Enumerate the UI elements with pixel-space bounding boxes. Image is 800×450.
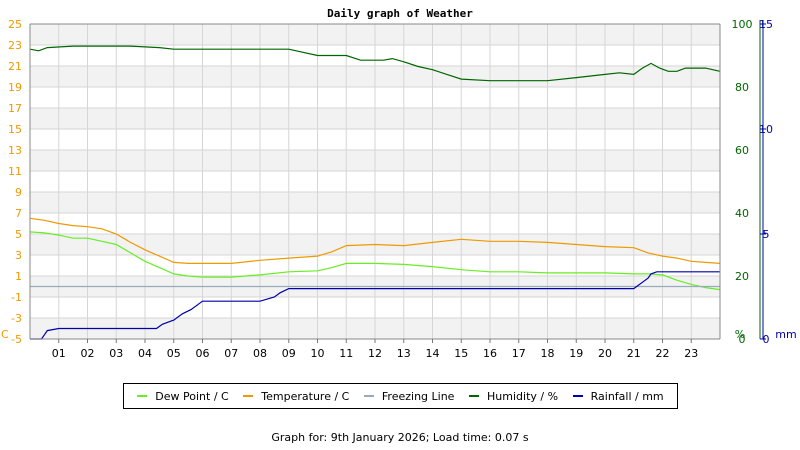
x-tick-label: 08 bbox=[253, 347, 267, 360]
left-tick-label: 17 bbox=[8, 102, 22, 115]
x-tick-label: 01 bbox=[52, 347, 66, 360]
humidity-tick-label: 40 bbox=[735, 207, 749, 220]
legend-label: Dew Point / C bbox=[155, 389, 229, 403]
rain-tick-label: 0 bbox=[763, 333, 770, 346]
legend-item: Humidity / % bbox=[469, 390, 558, 403]
left-tick-label: 23 bbox=[8, 39, 22, 52]
legend-label: Freezing Line bbox=[381, 389, 455, 403]
left-tick-label: 25 bbox=[8, 18, 22, 31]
legend-item: Dew Point / C bbox=[137, 389, 229, 403]
humidity-axis-unit: % bbox=[735, 328, 745, 341]
legend-item: Rainfall / mm bbox=[572, 389, 664, 403]
x-tick-label: 17 bbox=[512, 347, 526, 360]
humidity-tick-label: 60 bbox=[735, 144, 749, 157]
left-tick-label: 15 bbox=[8, 123, 22, 136]
x-tick-label: 23 bbox=[684, 347, 698, 360]
legend-label: Humidity / % bbox=[487, 389, 559, 403]
legend-swatch bbox=[137, 395, 148, 397]
x-tick-label: 07 bbox=[224, 347, 238, 360]
x-tick-label: 06 bbox=[196, 347, 210, 360]
x-tick-label: 19 bbox=[569, 347, 583, 360]
legend-item: Freezing Line bbox=[363, 389, 455, 403]
left-tick-label: -3 bbox=[11, 312, 22, 325]
left-tick-label: -1 bbox=[11, 291, 22, 304]
x-tick-label: 04 bbox=[138, 347, 152, 360]
left-tick-label: 1 bbox=[15, 270, 22, 283]
series-line bbox=[29, 217, 721, 264]
legend-label: Temperature / C bbox=[261, 389, 350, 403]
rain-tick-label: 10 bbox=[759, 123, 773, 136]
x-tick-label: 02 bbox=[81, 347, 95, 360]
x-tick-label: 22 bbox=[656, 347, 670, 360]
series-line bbox=[29, 45, 721, 82]
chart-legend: Dew Point / C Temperature / C Freezing Lin… bbox=[123, 383, 678, 409]
x-tick-label: 13 bbox=[397, 347, 411, 360]
legend-swatch bbox=[243, 395, 254, 397]
footer-text: Graph for: 9th January 2026; Load time: … bbox=[271, 431, 529, 444]
left-axis-unit: C bbox=[1, 328, 9, 341]
rain-tick-label: 15 bbox=[759, 18, 773, 31]
humidity-tick-label: 100 bbox=[732, 18, 753, 31]
legend-label: Rainfall / mm bbox=[590, 389, 664, 403]
x-tick-label: 03 bbox=[109, 347, 123, 360]
left-tick-label: 3 bbox=[15, 249, 22, 262]
rain-axis-unit: mm bbox=[775, 328, 796, 341]
x-tick-label: 09 bbox=[282, 347, 296, 360]
x-tick-label: 12 bbox=[368, 347, 382, 360]
left-tick-label: 9 bbox=[15, 186, 22, 199]
left-tick-label: 13 bbox=[8, 144, 22, 157]
x-tick-label: 11 bbox=[339, 347, 353, 360]
left-tick-label: 5 bbox=[15, 228, 22, 241]
x-tick-label: 14 bbox=[426, 347, 440, 360]
legend-swatch bbox=[363, 395, 374, 397]
axis-ticks: 01 02 03 04 05 06 07 08 09 10 11 12 13 14 15 16 17 18 19 20… bbox=[1, 18, 797, 360]
series-line bbox=[30, 271, 720, 340]
humidity-tick-label: 20 bbox=[735, 270, 749, 283]
series-line bbox=[29, 231, 721, 291]
humidity-tick-label: 80 bbox=[735, 81, 749, 94]
x-tick-label: 20 bbox=[598, 347, 612, 360]
left-tick-label: 21 bbox=[8, 60, 22, 73]
x-tick-label: 21 bbox=[627, 347, 641, 360]
x-tick-label: 05 bbox=[167, 347, 181, 360]
left-tick-label: 19 bbox=[8, 81, 22, 94]
left-tick-label: -5 bbox=[11, 333, 22, 346]
x-tick-label: 10 bbox=[311, 347, 325, 360]
x-tick-label: 18 bbox=[541, 347, 555, 360]
plot-series bbox=[29, 45, 721, 340]
left-tick-label: 7 bbox=[15, 207, 22, 220]
chart-title: Daily graph of Weather bbox=[327, 7, 473, 20]
x-tick-label: 16 bbox=[483, 347, 497, 360]
legend-item: Temperature / C bbox=[243, 390, 349, 403]
legend-swatch bbox=[572, 395, 583, 397]
left-tick-label: 11 bbox=[8, 165, 22, 178]
rain-tick-label: 5 bbox=[763, 228, 770, 241]
x-tick-label: 15 bbox=[454, 347, 468, 360]
legend-swatch bbox=[469, 395, 480, 397]
humidity-tick-label: 0 bbox=[739, 333, 746, 346]
